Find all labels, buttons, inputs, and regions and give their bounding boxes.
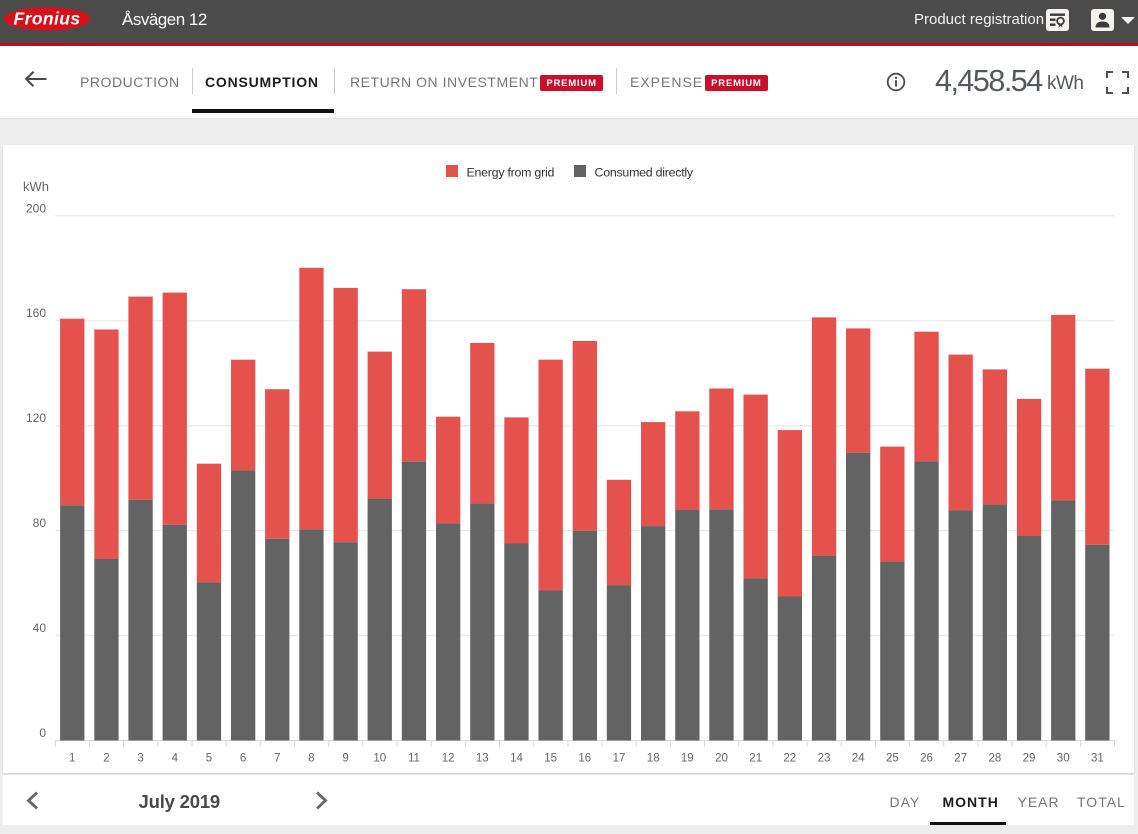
svg-text:11: 11 [408, 753, 420, 765]
svg-text:18: 18 [647, 753, 660, 765]
svg-text:26: 26 [920, 753, 933, 765]
svg-text:16: 16 [578, 753, 591, 765]
svg-text:20: 20 [715, 753, 728, 765]
svg-text:25: 25 [886, 753, 899, 765]
svg-text:1: 1 [69, 753, 75, 765]
svg-text:12: 12 [442, 753, 455, 765]
svg-text:0: 0 [39, 726, 46, 740]
svg-text:Fronius: Fronius [14, 9, 81, 29]
svg-text:8: 8 [308, 753, 314, 765]
svg-text:4: 4 [172, 753, 179, 765]
svg-text:28: 28 [989, 753, 1002, 765]
svg-text:2: 2 [103, 753, 109, 765]
svg-text:17: 17 [613, 753, 626, 765]
svg-text:30: 30 [1057, 753, 1070, 765]
svg-text:22: 22 [783, 753, 796, 765]
svg-text:10: 10 [373, 753, 386, 765]
svg-text:200: 200 [26, 201, 46, 215]
svg-text:160: 160 [26, 306, 46, 320]
svg-text:14: 14 [510, 753, 523, 765]
svg-text:kWh: kWh [23, 179, 49, 194]
svg-text:19: 19 [681, 753, 694, 765]
svg-text:Energy from grid: Energy from grid [467, 166, 555, 180]
svg-text:40: 40 [33, 621, 47, 635]
svg-text:6: 6 [240, 753, 246, 765]
svg-text:120: 120 [26, 411, 46, 425]
svg-text:7: 7 [274, 753, 280, 765]
svg-text:29: 29 [1023, 753, 1036, 765]
svg-text:9: 9 [342, 753, 348, 765]
svg-text:23: 23 [818, 753, 831, 765]
svg-text:3: 3 [137, 753, 143, 765]
svg-text:31: 31 [1091, 753, 1104, 765]
svg-text:80: 80 [33, 516, 47, 530]
svg-text:5: 5 [206, 753, 212, 765]
svg-text:27: 27 [954, 753, 967, 765]
svg-text:Consumed directly: Consumed directly [595, 166, 694, 180]
svg-text:24: 24 [852, 753, 865, 765]
svg-text:15: 15 [544, 753, 557, 765]
svg-text:13: 13 [476, 753, 489, 765]
svg-text:21: 21 [749, 753, 762, 765]
